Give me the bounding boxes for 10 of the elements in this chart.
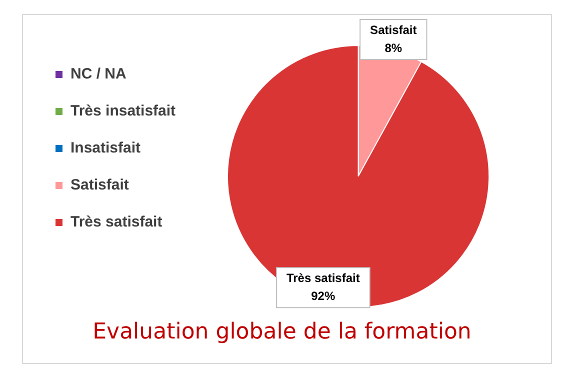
text: Evaluation globale de la formation [92, 320, 472, 345]
legend-label: Très insatisfait [70, 102, 176, 120]
legend-label: Insatisfait [70, 140, 141, 157]
data-label: 92% [311, 288, 336, 303]
slice-label: Satisfait [370, 22, 417, 37]
slice-label: Très satisfait [286, 270, 360, 285]
data-label: 8% [384, 40, 402, 55]
legend-label: Satisfait [70, 176, 129, 194]
legend-label: Très satisfait [70, 214, 162, 231]
legend-label: NC / NA [70, 66, 126, 83]
